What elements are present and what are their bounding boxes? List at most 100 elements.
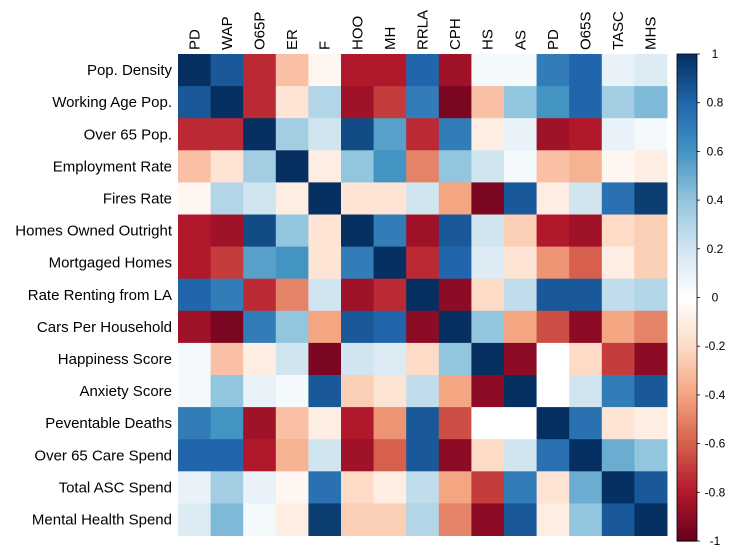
heatmap-cell [569,54,603,87]
colorbar-segment [677,297,697,303]
column-label: F [317,41,334,50]
colorbar-segment [677,131,697,136]
colorbar-segment [677,427,697,433]
heatmap-cell [178,439,212,472]
heatmap-cell [275,503,309,536]
heatmap-cell [438,439,472,472]
heatmap-cell [275,407,309,440]
heatmap-cell [275,278,309,312]
colorbar-segment [677,273,697,278]
heatmap-cell [308,182,342,215]
column-label: RRLA [415,10,432,50]
heatmap-cell [308,407,342,440]
heatmap-cell [341,439,375,472]
heatmap-cell [373,182,407,215]
heatmap-cell [536,342,570,376]
heatmap-cell [569,214,603,248]
colorbar-segment [677,155,697,161]
heatmap-cell [569,150,603,183]
heatmap-cell [634,182,668,215]
heatmap-cell [243,278,277,312]
heatmap-cell [504,407,538,440]
colorbar-segment [677,285,697,290]
heatmap-cell [178,375,212,408]
colorbar: 1 0.8 0.6 0.4 0.2 0 -0.2 -0.4 -0.6 -0.8 -1 [676,47,726,548]
heatmap-cell [275,471,309,504]
row-labels: Pop. Density Working Age Pop. Over 65 Pop.… [15,62,173,528]
heatmap-cell [308,278,342,312]
heatmap-cell [373,375,407,408]
heatmap-cell [341,310,375,344]
heatmap-cell [210,375,244,408]
heatmap-cell [406,375,440,408]
row-label: Fires Rate [103,190,172,207]
colorbar-segment [677,118,697,124]
heatmap-cell [275,118,309,151]
heatmap-cell [471,439,505,472]
heatmap-cell [210,407,244,440]
heatmap-cell [275,310,309,344]
heatmap-cell [406,118,440,151]
row-label: Peventable Deaths [45,415,172,432]
colorbar-segment [677,309,697,315]
colorbar-segment [677,512,697,518]
row-label: Working Age Pop. [52,94,172,111]
heatmap-cell [504,375,538,408]
colorbar-segment [677,329,697,335]
heatmap-cell [536,246,570,280]
heatmap-cell [178,503,212,536]
colorbar-segment [677,127,697,132]
heatmap-cell [471,54,505,87]
heatmap-cell [634,503,668,536]
column-label: ER [284,29,301,50]
colorbar-segment [677,459,697,465]
heatmap-cell [341,407,375,440]
colorbar-segment [677,62,697,67]
heatmap-cell [210,310,244,344]
colorbar-segment [677,394,697,400]
heatmap-cell [243,54,277,87]
heatmap-cell [601,214,635,248]
heatmap-cell [504,503,538,536]
heatmap-cell [308,310,342,344]
heatmap-cell [569,342,603,376]
colorbar-segment [677,78,697,84]
heatmap-cell [601,503,635,536]
heatmap-cell [341,54,375,87]
colorbar-segment [677,472,697,477]
heatmap-cell [243,439,277,472]
heatmap-cell [601,407,635,440]
heatmap-cell [536,503,570,536]
column-label: MH [382,27,399,50]
colorbar-segment [677,248,697,254]
heatmap-cell [406,342,440,376]
colorbar-segment [677,362,697,368]
heatmap-cell [373,278,407,312]
heatmap-cell [471,342,505,376]
colorbar-segment [677,435,697,441]
colorbar-segment [677,374,697,380]
heatmap-cell [210,118,244,151]
heatmap-cell [634,150,668,183]
colorbar-segment [677,411,697,416]
heatmap-cell [243,182,277,215]
column-label: PD [186,29,203,50]
colorbar-segment [677,224,697,230]
row-label: Anxiety Score [79,383,172,400]
heatmap-cell [569,118,603,151]
heatmap-cell [438,375,472,408]
colorbar-segment [677,338,697,343]
colorbar-segment [677,281,697,286]
heatmap-cell [406,310,440,344]
heatmap-cell [438,150,472,183]
row-label: Employment Rate [53,158,172,175]
colorbar-segment [677,187,697,193]
heatmap-cell [178,407,212,440]
colorbar-segment [677,208,697,213]
heatmap-cell [471,86,505,119]
heatmap-cell [308,471,342,504]
heatmap-cell [373,503,407,536]
column-label: PD [545,29,562,50]
heatmap-cell [210,278,244,312]
heatmap-cell [569,503,603,536]
